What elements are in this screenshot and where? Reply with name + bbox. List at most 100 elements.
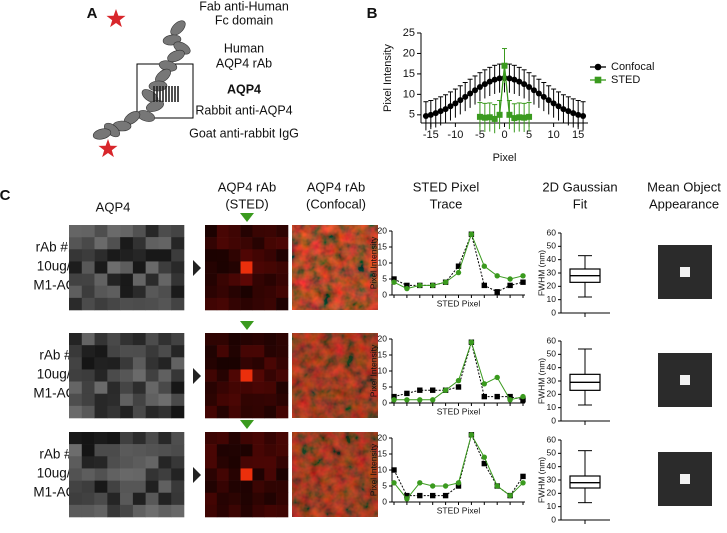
image-pixel xyxy=(120,237,134,250)
protein-domain xyxy=(148,80,168,92)
x-tick-label: 5 xyxy=(526,129,532,141)
data-point xyxy=(417,480,423,486)
image-pixel xyxy=(69,345,83,358)
data-point xyxy=(520,279,526,285)
image-pixel xyxy=(145,432,159,445)
image-pixel xyxy=(107,369,121,382)
image-pixel xyxy=(240,468,253,481)
image-pixel xyxy=(81,504,95,518)
image-pixel xyxy=(120,261,134,274)
image-pixel xyxy=(94,468,108,481)
image-pixel xyxy=(69,285,83,299)
image-pixel xyxy=(81,333,95,346)
image-pixel xyxy=(216,249,230,262)
image-pixel xyxy=(252,444,265,457)
image-pixel xyxy=(228,261,241,274)
image-pixel xyxy=(81,393,95,407)
image-pixel xyxy=(171,444,185,457)
image-pixel xyxy=(276,357,289,370)
diagram-label: AQP4 xyxy=(227,82,261,96)
image-pixel xyxy=(276,285,289,299)
image-pixel xyxy=(145,225,159,238)
y-tick-label: 60 xyxy=(547,227,557,237)
image-pixel xyxy=(145,393,159,407)
image-pixel xyxy=(120,369,134,382)
image-pixel xyxy=(132,285,146,299)
image-pixel xyxy=(94,285,108,299)
image-pixel xyxy=(120,504,134,518)
image-pixel xyxy=(145,237,159,250)
image-pixel xyxy=(145,369,159,382)
image-pixel xyxy=(81,297,95,311)
data-point xyxy=(468,231,475,237)
image-pixel xyxy=(107,345,121,358)
data-point xyxy=(481,81,488,88)
image-pixel xyxy=(171,345,185,358)
image-pixel xyxy=(107,456,121,469)
image-pixel xyxy=(276,393,289,407)
y-tick-label: 60 xyxy=(547,434,557,444)
image-pixel xyxy=(158,273,172,287)
image-pixel xyxy=(120,345,134,358)
image-pixel xyxy=(171,456,185,469)
image-pixel xyxy=(69,504,83,518)
image-pixel xyxy=(205,285,218,299)
image-pixel xyxy=(276,504,289,518)
image-pixel xyxy=(240,345,253,358)
image-pixel xyxy=(276,249,289,262)
image-pixel xyxy=(264,297,277,311)
image-pixel xyxy=(120,333,134,346)
image-pixel xyxy=(171,432,185,445)
image-pixel xyxy=(252,369,265,382)
image-pixel xyxy=(276,237,289,250)
image-pixel xyxy=(132,249,146,262)
panel-label: C xyxy=(0,187,11,204)
image-pixel xyxy=(252,225,265,238)
data-point xyxy=(432,110,439,117)
data-point xyxy=(442,106,449,113)
y-tick-label: 5 xyxy=(409,109,415,121)
data-point xyxy=(442,492,449,499)
diagram-label: Rabbit anti-AQP4 xyxy=(195,103,292,117)
image-pixel xyxy=(132,504,146,518)
image-pixel xyxy=(252,237,265,250)
image-pixel xyxy=(205,381,218,395)
image-pixel xyxy=(107,237,121,250)
data-point xyxy=(404,496,410,502)
data-point xyxy=(455,263,462,269)
image-pixel xyxy=(132,369,146,382)
data-point xyxy=(437,108,444,115)
image-pixel xyxy=(107,357,121,370)
image-pixel xyxy=(240,381,253,395)
image-pixel xyxy=(158,468,172,481)
image-pixel xyxy=(107,432,121,445)
image-pixel xyxy=(171,249,185,262)
data-point xyxy=(520,273,526,279)
data-point xyxy=(520,480,526,486)
image-pixel xyxy=(81,345,95,358)
image-pixel xyxy=(69,333,83,346)
y-tick-label: 20 xyxy=(403,47,415,59)
protein-domain xyxy=(170,20,186,36)
row-pointer xyxy=(193,260,201,276)
image-pixel xyxy=(94,357,108,370)
sted-marker xyxy=(240,213,254,222)
image-pixel xyxy=(252,381,265,395)
y-tick-label: 50 xyxy=(547,448,557,458)
antibody-diagram xyxy=(92,9,194,158)
image-pixel xyxy=(132,237,146,250)
data-point xyxy=(404,397,410,403)
image-pixel xyxy=(69,357,83,370)
y-tick-label: 15 xyxy=(378,448,388,458)
row-pointer xyxy=(193,368,201,384)
image-pixel xyxy=(276,273,289,287)
image-pixel xyxy=(228,345,241,358)
image-pixel xyxy=(240,480,253,494)
row-pointer xyxy=(193,467,201,483)
image-pixel xyxy=(205,432,218,445)
image-pixel xyxy=(228,273,241,287)
image-pixel xyxy=(107,249,121,262)
data-point xyxy=(506,111,513,118)
image-pixel xyxy=(264,369,277,382)
image-pixel xyxy=(252,393,265,407)
